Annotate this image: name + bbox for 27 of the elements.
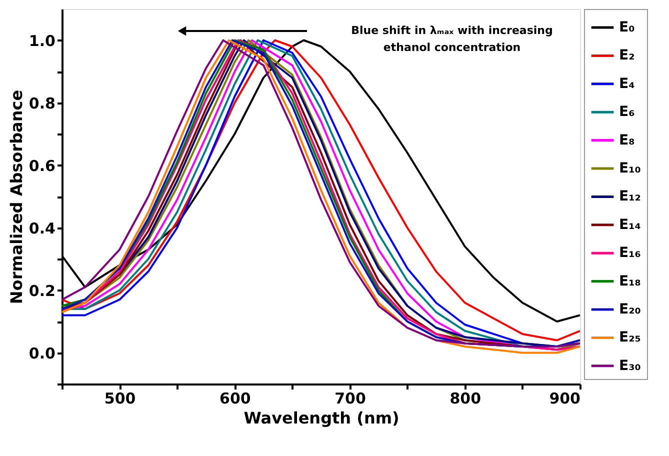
legend-label: E₈ <box>619 132 635 148</box>
y-tick-label: 0.6 <box>28 156 56 175</box>
legend-label: E₂₀ <box>619 302 641 318</box>
y-tick-label: 1.0 <box>28 32 56 50</box>
legend-label: E₀ <box>619 20 635 36</box>
legend-label: E₂ <box>619 48 635 64</box>
legend-label: E₁₂ <box>619 188 641 205</box>
x-tick-label: 900 <box>549 390 580 408</box>
legend-label: E₁₄ <box>619 216 641 233</box>
x-axis-title: Wavelength (nm) <box>244 408 400 428</box>
y-axis-title: Normalized Absorbance <box>6 90 26 304</box>
y-tick-label: 0.4 <box>28 219 56 238</box>
legend-label: E₁₀ <box>619 160 641 176</box>
y-tick-label: 0.0 <box>28 344 56 362</box>
x-tick-label: 600 <box>220 390 251 408</box>
x-tick-label: 800 <box>450 390 482 408</box>
legend-label: E₃₀ <box>619 358 641 374</box>
y-tick-label: 0.2 <box>28 282 56 300</box>
x-tick-label: 500 <box>104 390 136 408</box>
legend-label: E₆ <box>619 104 635 120</box>
legend-label: E₁₆ <box>619 245 641 262</box>
x-tick-label: 700 <box>334 390 366 408</box>
annotation: Blue shift in λₘₐₓ with increasing ethanol concentration <box>351 24 553 54</box>
legend-label: E₂₅ <box>619 330 641 346</box>
y-tick-label: 0.8 <box>28 94 56 112</box>
legend-label: E₄ <box>619 76 635 92</box>
legend-label: E₁₈ <box>619 273 641 290</box>
